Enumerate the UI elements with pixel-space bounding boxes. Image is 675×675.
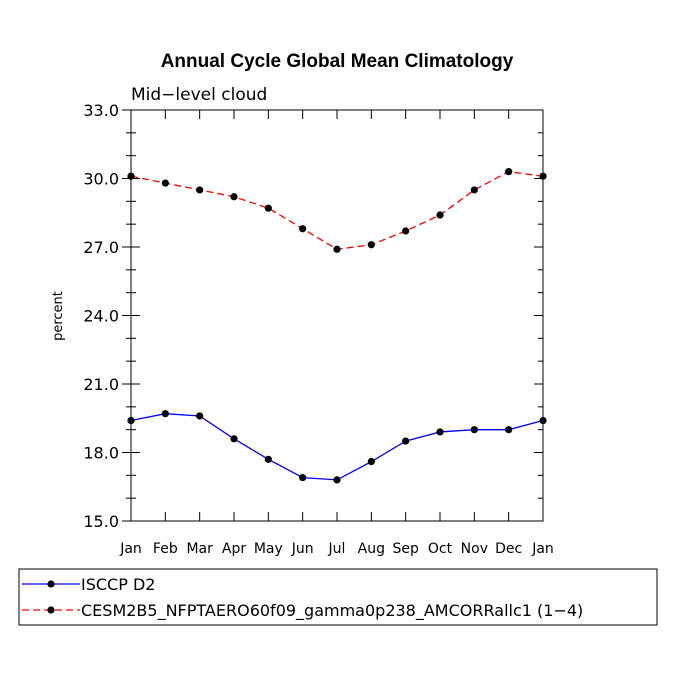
series-line-1 xyxy=(130,170,544,250)
y-axis-label: percent xyxy=(51,291,66,341)
data-point xyxy=(333,476,341,484)
data-point xyxy=(230,435,238,443)
x-tick-label: Nov xyxy=(461,541,488,557)
legend-box xyxy=(18,568,658,626)
x-tick-label: Jul xyxy=(328,541,346,557)
x-tick-label: Mar xyxy=(186,541,213,557)
legend: ISCCP D2 CESM2B5_NFPTAERO60f09_gamma0p238… xyxy=(22,575,583,621)
legend-label-1: CESM2B5_NFPTAERO60f09_gamma0p238_AMCORRa… xyxy=(81,601,583,621)
y-tick-label: 21.0 xyxy=(83,375,119,394)
y-tick-label: 15.0 xyxy=(83,512,119,531)
x-tick-label: Jun xyxy=(291,541,314,557)
legend-marker-1 xyxy=(47,606,55,614)
chart-title: Annual Cycle Global Mean Climatology xyxy=(161,51,514,72)
axis-ticks xyxy=(122,109,544,522)
x-tick-label: Jan xyxy=(531,541,554,557)
y-tick-labels: 15.0 18.0 21.0 24.0 27.0 30.0 33.0 xyxy=(83,101,119,531)
data-point xyxy=(161,410,169,418)
data-point xyxy=(470,186,478,194)
x-tick-label: Aug xyxy=(358,541,385,557)
series-layer xyxy=(127,168,547,484)
y-tick-label: 18.0 xyxy=(83,444,119,463)
x-tick-label: Sep xyxy=(392,541,419,557)
data-point xyxy=(161,179,169,187)
data-point xyxy=(436,428,444,436)
data-point xyxy=(264,455,272,463)
data-point xyxy=(367,241,375,249)
data-point xyxy=(402,227,410,235)
data-point xyxy=(264,204,272,212)
x-tick-label: Feb xyxy=(153,541,178,557)
data-point xyxy=(470,426,478,434)
y-tick-label: 24.0 xyxy=(83,307,119,326)
data-point xyxy=(367,458,375,466)
data-point xyxy=(333,245,341,253)
data-point xyxy=(436,211,444,219)
chart-subtitle: Mid−level cloud xyxy=(131,85,267,105)
data-point xyxy=(196,186,204,194)
x-tick-label: Oct xyxy=(428,541,453,557)
data-point xyxy=(505,168,513,176)
data-point xyxy=(299,225,307,233)
x-tick-label: May xyxy=(254,541,283,557)
data-point xyxy=(196,412,204,420)
data-point xyxy=(127,172,135,180)
x-tick-labels: Jan Feb Mar Apr May Jun Jul Aug Sep Oct Nov Dec Jan xyxy=(119,541,554,557)
data-point xyxy=(299,474,307,482)
plot-frame xyxy=(130,109,544,522)
data-point xyxy=(402,437,410,445)
data-point xyxy=(127,416,135,425)
data-point xyxy=(505,426,513,434)
x-tick-label: Jan xyxy=(119,541,142,557)
data-point xyxy=(230,193,238,201)
x-tick-label: Dec xyxy=(495,541,522,557)
data-point xyxy=(539,416,547,425)
series-line-0 xyxy=(130,413,544,481)
x-tick-label: Apr xyxy=(222,541,246,557)
y-tick-label: 27.0 xyxy=(83,238,119,257)
y-tick-label: 33.0 xyxy=(83,101,119,120)
data-point xyxy=(539,172,547,180)
legend-marker-0 xyxy=(47,580,55,588)
legend-label-0: ISCCP D2 xyxy=(81,575,155,594)
y-tick-label: 30.0 xyxy=(83,170,119,189)
